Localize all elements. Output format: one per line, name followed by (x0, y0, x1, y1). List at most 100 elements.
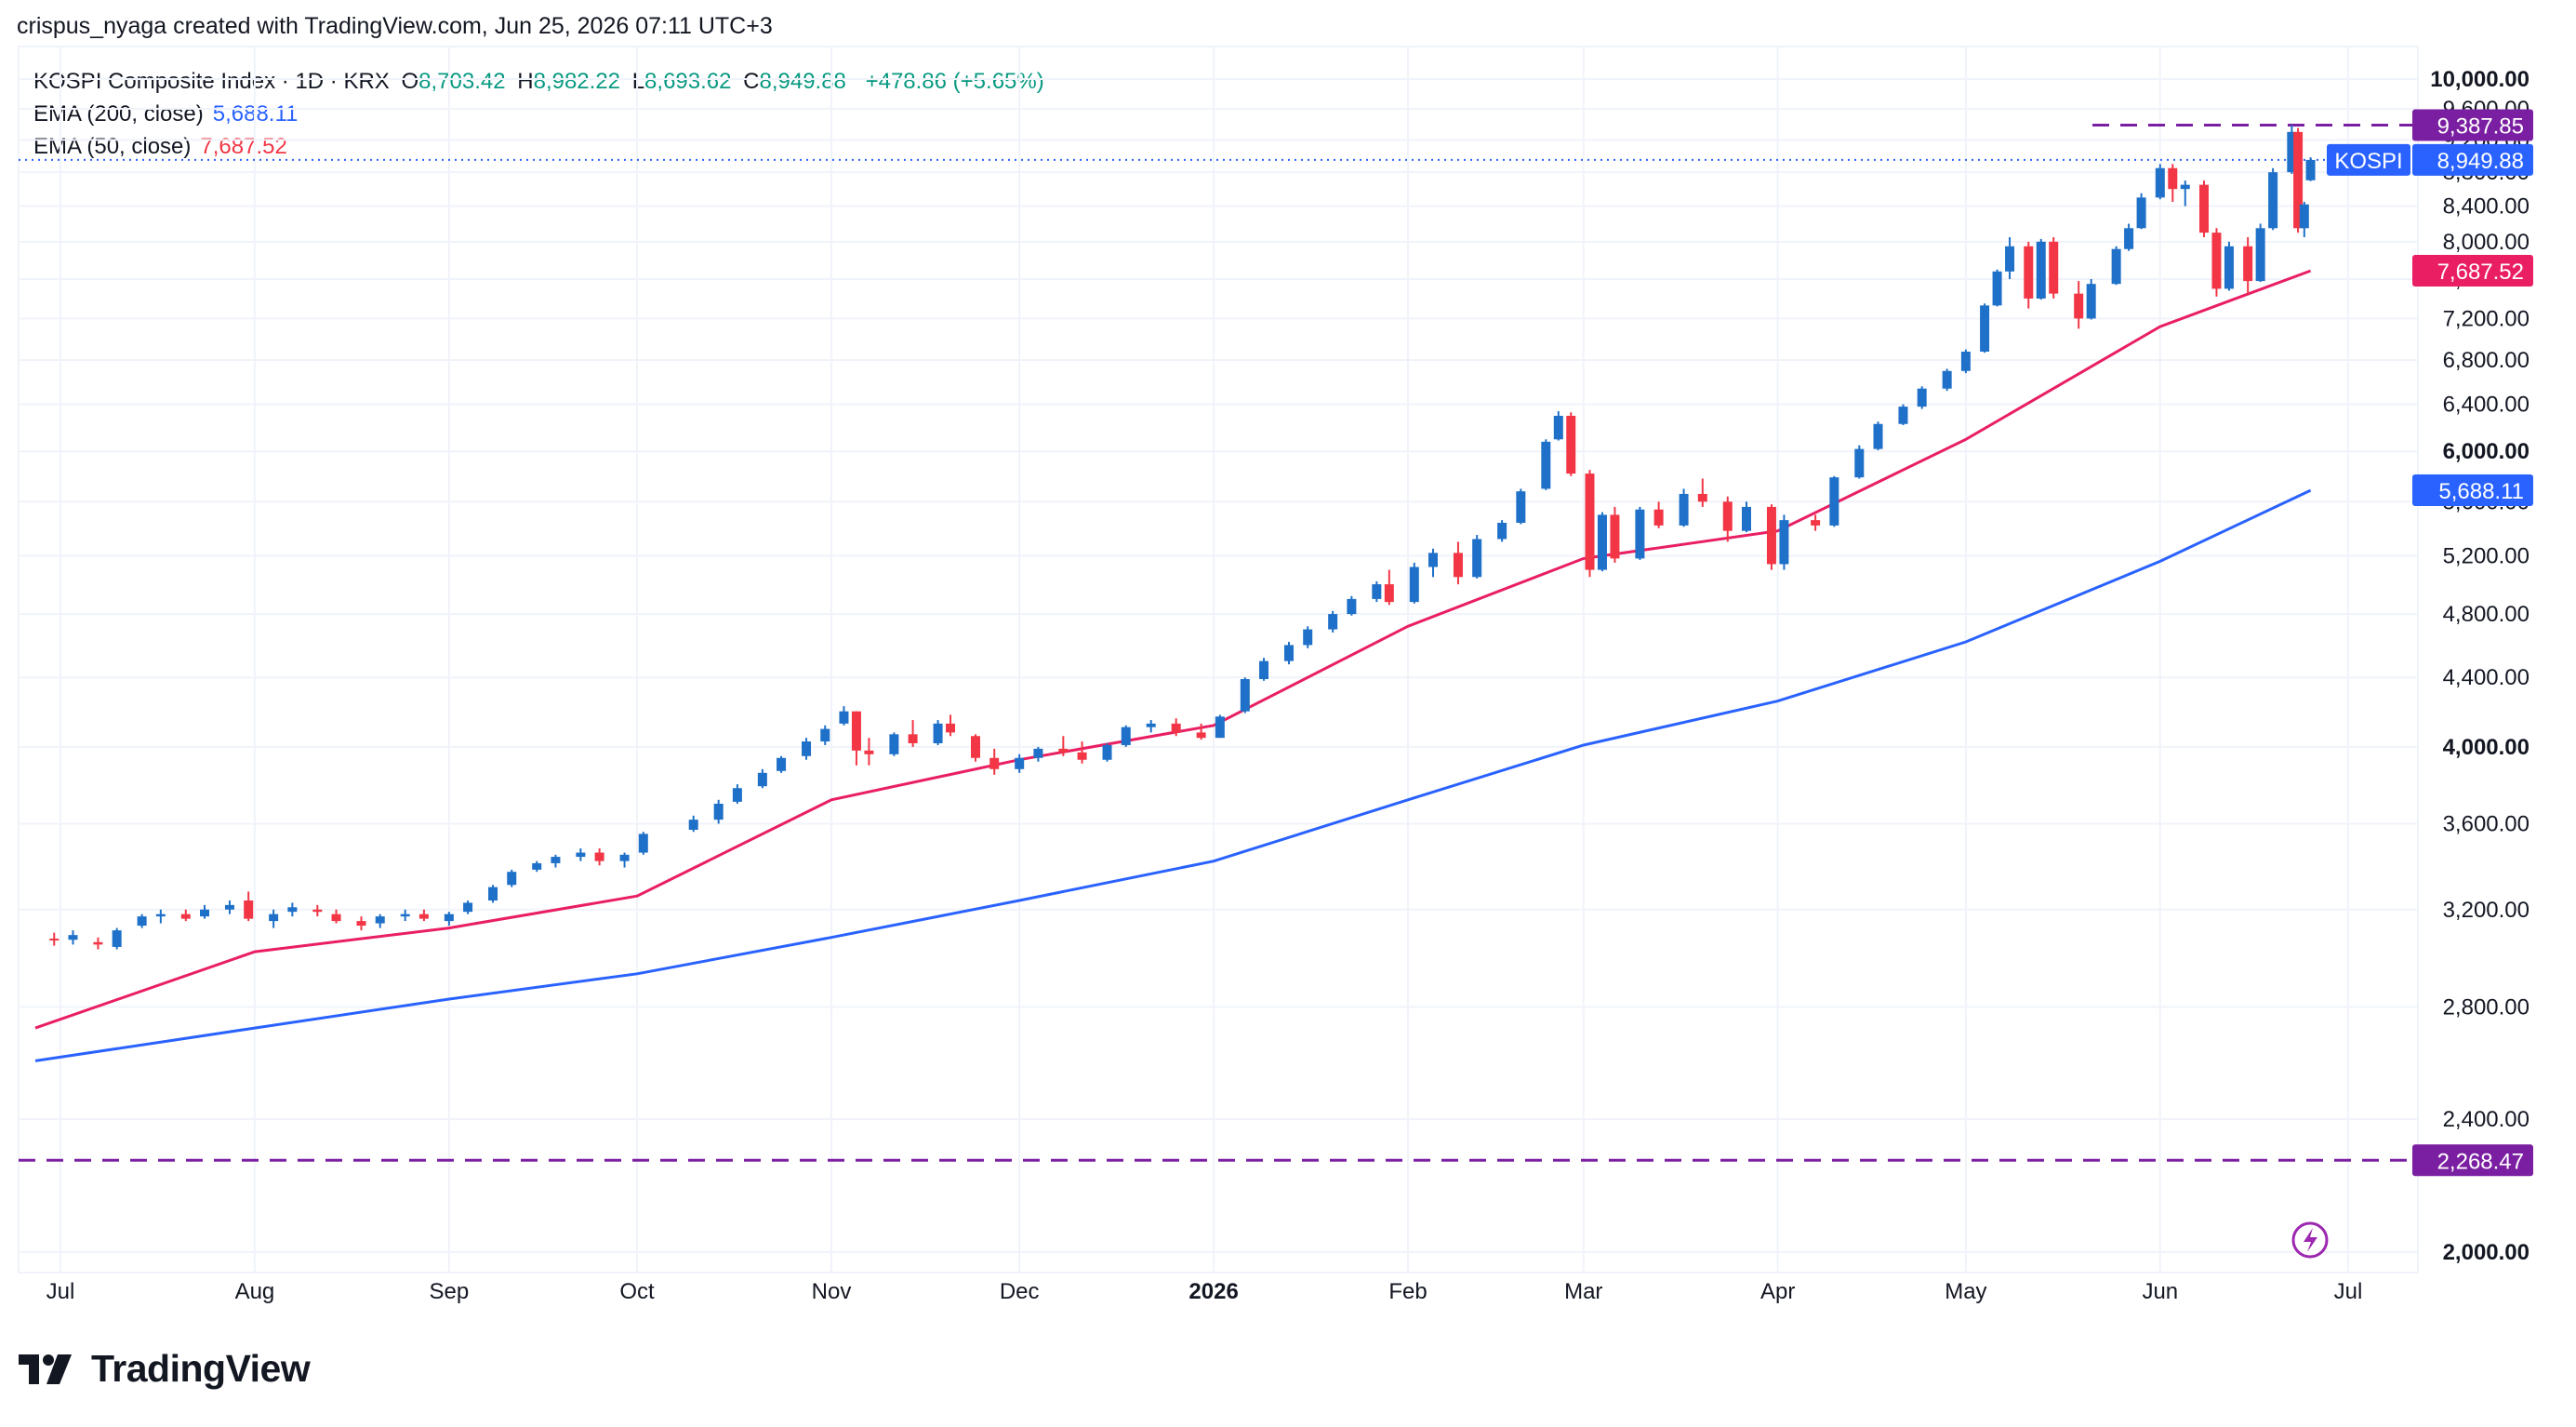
legend-low: 8,693.62 (644, 69, 732, 94)
candle (802, 738, 812, 760)
tradingview-logo[interactable]: TradingView (19, 1347, 311, 1391)
legend-symbol: KOSPI Composite Index · 1D · KRX (33, 69, 390, 94)
candle (1992, 269, 2002, 307)
candle (1372, 580, 1382, 603)
candle (2111, 246, 2121, 286)
candle-body (1171, 723, 1181, 733)
price-tick-label: 3,600.00 (2443, 811, 2530, 836)
symbol-tag-box (2327, 143, 2410, 176)
time-tick-label: 2026 (1188, 1279, 1238, 1304)
candle-body (908, 734, 918, 744)
symbol-tag-text: KOSPI (2334, 149, 2402, 174)
ema200-tag-text: 5,688.11 (2438, 479, 2524, 504)
candle-body (1146, 723, 1156, 727)
candle-body (2299, 204, 2309, 229)
candle (713, 799, 724, 824)
lightning-icon[interactable] (2291, 1221, 2329, 1259)
candle-body (688, 820, 698, 831)
candle-body (137, 916, 147, 927)
candle (269, 909, 279, 928)
candle (1102, 743, 1112, 762)
candle-body (1215, 716, 1225, 739)
candle (576, 848, 586, 861)
candle-body (1854, 448, 1865, 478)
candle (1597, 512, 1607, 572)
last-price-tag-box (2412, 143, 2533, 176)
price-tick-label: 7,200.00 (2443, 306, 2530, 331)
candle (1328, 610, 1338, 633)
time-tick-label: Mar (1564, 1279, 1602, 1304)
time-tick-label: Sep (430, 1279, 470, 1304)
candle-body (1372, 584, 1382, 599)
candle-body (864, 750, 874, 754)
candle-body (1635, 509, 1645, 559)
time-axis[interactable]: Jul Aug Sep Oct Nov Dec 2026 Feb Mar Apr May Jun Jul (46, 1279, 2363, 1304)
time-tick-label: Oct (619, 1279, 655, 1304)
legend-ema50-value: 7,687.52 (200, 134, 287, 159)
candle-body (1679, 493, 1689, 526)
candle-body (356, 921, 366, 927)
time-tick-label: Feb (1388, 1279, 1427, 1304)
candle-body (2211, 233, 2222, 289)
candle-body (2198, 184, 2209, 233)
legend-high-label: H (517, 69, 534, 94)
candle (2198, 180, 2209, 237)
ema50-tag: 7,687.52 (2412, 255, 2533, 287)
candle (1303, 626, 1313, 648)
price-tick-label: 8,000.00 (2443, 230, 2530, 255)
candle-body (1102, 744, 1112, 760)
candle-body (576, 852, 586, 858)
candle-body (1829, 477, 1839, 526)
candle-body (1259, 660, 1269, 680)
candle-body (1992, 271, 2002, 306)
candle-body (1697, 493, 1707, 502)
price-tick-label: 10,000.00 (2430, 67, 2530, 92)
legend-change: +478.86 (+5.65%) (865, 69, 1044, 94)
candle (507, 869, 517, 887)
candle-body (1453, 553, 1463, 578)
candle (757, 768, 767, 789)
price-tick-label: 5,200.00 (2443, 543, 2530, 568)
candle-body (1196, 732, 1206, 739)
candle-body (1015, 757, 1025, 769)
candle (1829, 475, 1839, 527)
low-level-tag-box (2412, 1144, 2533, 1177)
legend-low-label: L (631, 69, 645, 94)
high-level-tag-text: 9,387.85 (2437, 113, 2524, 139)
candle (93, 937, 103, 950)
ema200-tag-box (2412, 474, 2533, 507)
candle (619, 852, 630, 868)
candle (112, 927, 122, 950)
candle (820, 725, 830, 745)
candle (2243, 236, 2253, 294)
price-axis[interactable]: 10,000.009,600.009,200.008,800.008,400.0… (2430, 67, 2530, 1265)
price-tick-label: 6,400.00 (2443, 393, 2530, 418)
time-tick-label: Aug (235, 1279, 275, 1304)
candle-body (1917, 388, 1927, 407)
candle (1077, 741, 1087, 764)
candle (1766, 504, 1776, 570)
candle (1428, 548, 1438, 578)
candle-body (532, 862, 542, 870)
candle-body (1077, 752, 1087, 760)
tradingview-logo-icon (19, 1354, 72, 1384)
candle-body (820, 728, 830, 742)
candle (200, 904, 210, 919)
price-tick-label: 2,400.00 (2443, 1107, 2530, 1132)
candle-body (594, 852, 604, 861)
candle (2305, 157, 2316, 181)
candle-body (1722, 501, 1733, 531)
candle (1942, 368, 1952, 392)
candle-body (312, 909, 323, 913)
candle-body (244, 900, 254, 919)
candle-body (400, 914, 410, 917)
candle (444, 912, 454, 927)
candle-body (971, 736, 980, 758)
candle (244, 891, 254, 922)
legend-ema200-label: EMA (200, close) (33, 101, 204, 127)
price-tick-label: 4,800.00 (2443, 602, 2530, 627)
candle-body (1566, 416, 1576, 474)
candle (2136, 193, 2146, 230)
candle (2211, 228, 2222, 297)
